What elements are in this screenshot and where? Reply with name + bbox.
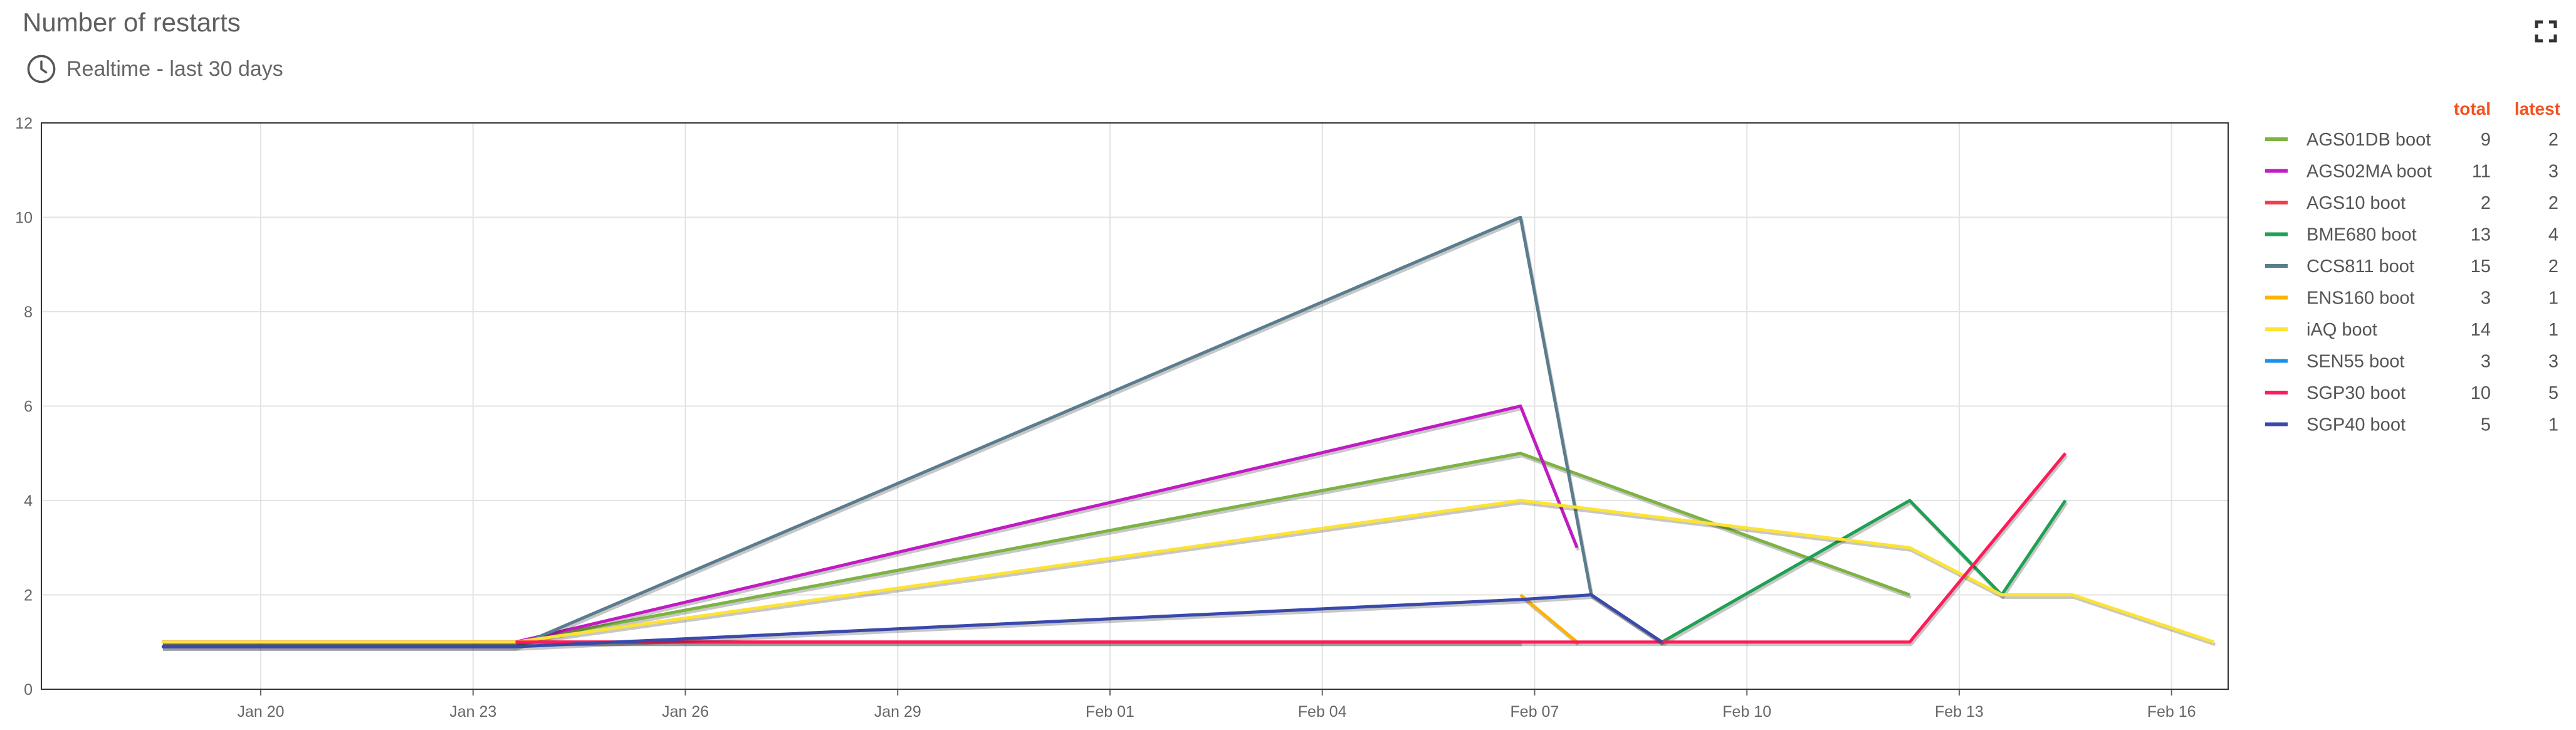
- legend-label: CCS811 boot: [2306, 257, 2414, 277]
- plot-frame: [41, 122, 2229, 690]
- legend-label: iAQ boot: [2306, 320, 2377, 340]
- legend-latest-value: 2: [2548, 130, 2558, 150]
- x-tick-label: Jan 23: [449, 703, 496, 721]
- legend-total-value: 11: [2472, 162, 2491, 182]
- series-shadow: [163, 454, 1912, 647]
- x-tick-label: Feb 04: [1298, 703, 1347, 721]
- x-tick-label: Jan 26: [662, 703, 709, 721]
- legend-latest-value: 4: [2548, 225, 2558, 245]
- legend-item[interactable]: SGP30 boot 10 5: [2265, 383, 2558, 403]
- legend-total-value: 5: [2481, 415, 2491, 435]
- y-tick-label: 12: [15, 115, 33, 132]
- legend-item[interactable]: AGS10 boot 2 2: [2265, 193, 2558, 213]
- y-tick-label: 4: [24, 492, 33, 510]
- legend-latest-value: 2: [2548, 193, 2558, 213]
- legend-total-value: 13: [2471, 225, 2491, 245]
- series-line-5: [1519, 593, 1578, 643]
- series-line-4: [162, 216, 1663, 648]
- legend-header-total: total: [2454, 99, 2491, 119]
- legend-total-value: 3: [2481, 288, 2491, 309]
- legend-total-value: 14: [2471, 320, 2491, 340]
- chart-axes: 0 2 4 6 8 10 12 Jan 20 Jan 23 Jan 26 Jan 29 Feb 01 F…: [15, 115, 2229, 721]
- x-tick-label: Feb 01: [1086, 703, 1134, 721]
- legend-item[interactable]: BME680 boot 13 4: [2265, 225, 2558, 245]
- series-shadow: [163, 501, 2216, 647]
- x-tick-label: Jan 29: [874, 703, 921, 721]
- legend-header-latest: latest: [2515, 99, 2560, 119]
- legend-total-value: 10: [2471, 383, 2491, 403]
- series-line-9: [162, 593, 1663, 648]
- legend-label: SGP30 boot: [2306, 383, 2406, 403]
- legend-label: SEN55 boot: [2306, 352, 2404, 372]
- y-tick-label: 6: [24, 398, 33, 416]
- legend-label: ENS160 boot: [2306, 288, 2415, 309]
- clock-icon: [27, 55, 56, 83]
- x-tick-label: Feb 16: [2147, 703, 2196, 721]
- x-tick-label: Feb 13: [1935, 703, 1984, 721]
- chart-title: Number of restarts: [23, 8, 241, 37]
- legend-item[interactable]: AGS01DB boot 9 2: [2265, 130, 2558, 150]
- legend-latest-value: 1: [2548, 288, 2558, 309]
- series-line-8: [515, 452, 2067, 644]
- legend-label: AGS01DB boot: [2306, 130, 2431, 150]
- legend-latest-value: 2: [2548, 257, 2558, 277]
- legend-item[interactable]: SEN55 boot 3 3: [2265, 352, 2558, 372]
- y-tick-label: 0: [24, 681, 33, 699]
- series-line-6: [162, 499, 2215, 644]
- legend-item[interactable]: ENS160 boot 3 1: [2265, 288, 2558, 309]
- legend-item[interactable]: iAQ boot 14 1: [2265, 320, 2558, 340]
- legend-latest-value: 3: [2548, 352, 2558, 372]
- timewindow-selector[interactable]: Realtime - last 30 days: [25, 53, 283, 85]
- x-tick-label: Feb 07: [1511, 703, 1559, 721]
- y-tick-label: 10: [15, 209, 33, 227]
- legend-label: BME680 boot: [2306, 225, 2417, 245]
- legend-item[interactable]: CCS811 boot 15 2: [2265, 257, 2558, 277]
- fullscreen-icon[interactable]: [2533, 19, 2558, 44]
- legend-label: AGS10 boot: [2306, 193, 2406, 213]
- legend-latest-value: 1: [2548, 320, 2558, 340]
- legend-item[interactable]: SGP40 boot 5 1: [2265, 415, 2558, 435]
- legend-latest-value: 1: [2548, 415, 2558, 435]
- legend-label: AGS02MA boot: [2306, 162, 2432, 182]
- series-shadow: [516, 455, 2068, 647]
- legend-total-value: 2: [2481, 193, 2491, 213]
- legend-total-value: 3: [2481, 352, 2491, 372]
- y-tick-label: 8: [24, 304, 33, 321]
- legend-label: SGP40 boot: [2306, 415, 2406, 435]
- x-tick-label: Jan 20: [237, 703, 284, 721]
- series-line-3: [1661, 499, 2067, 643]
- chart-series: [162, 216, 2216, 651]
- timewindow-label: Realtime - last 30 days: [66, 56, 283, 81]
- legend-latest-value: 5: [2548, 383, 2558, 403]
- x-tick-label: Feb 10: [1722, 703, 1771, 721]
- chart-grid: [41, 122, 2228, 690]
- legend-latest-value: 3: [2548, 162, 2558, 182]
- legend-total-value: 15: [2471, 257, 2491, 277]
- legend-total-value: 9: [2481, 130, 2491, 150]
- legend-item[interactable]: AGS02MA boot 11 3: [2265, 162, 2558, 182]
- y-tick-label: 2: [24, 587, 33, 605]
